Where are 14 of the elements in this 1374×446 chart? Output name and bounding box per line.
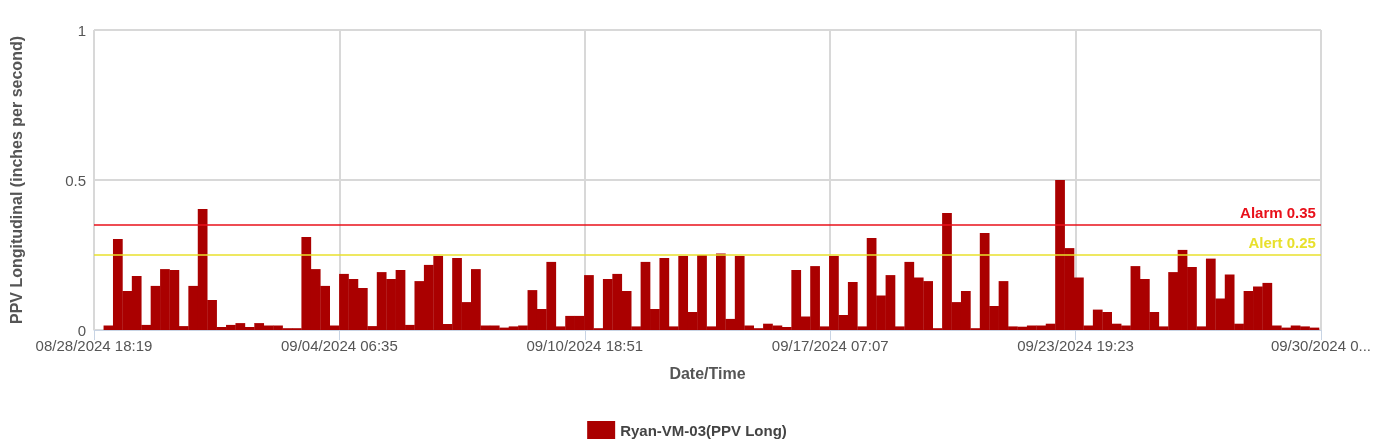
legend-label: Ryan-VM-03(PPV Long) bbox=[620, 421, 787, 439]
y-tick-label: 0.5 bbox=[65, 171, 86, 189]
ref-line-label: Alert 0.25 bbox=[1248, 234, 1316, 251]
ref-line-label: Alarm 0.35 bbox=[1240, 204, 1316, 221]
x-tick-label: 09/17/2024 07:07 bbox=[771, 337, 889, 354]
x-tick-label: 09/30/2024 0... bbox=[1270, 337, 1371, 354]
y-tick-label: 0 bbox=[77, 321, 86, 339]
y-axis-title: PPV Longitudinal (inches per second) bbox=[7, 35, 25, 325]
x-tick-label: 09/10/2024 18:51 bbox=[526, 337, 644, 354]
x-tick-label: 09/23/2024 19:23 bbox=[1017, 337, 1134, 354]
x-tick-label: 08/28/2024 18:19 bbox=[35, 337, 153, 354]
x-tick-label: 09/04/2024 06:35 bbox=[281, 337, 398, 354]
y-tick-label: 1 bbox=[77, 21, 86, 39]
x-axis-title: Date/Time bbox=[669, 364, 746, 382]
